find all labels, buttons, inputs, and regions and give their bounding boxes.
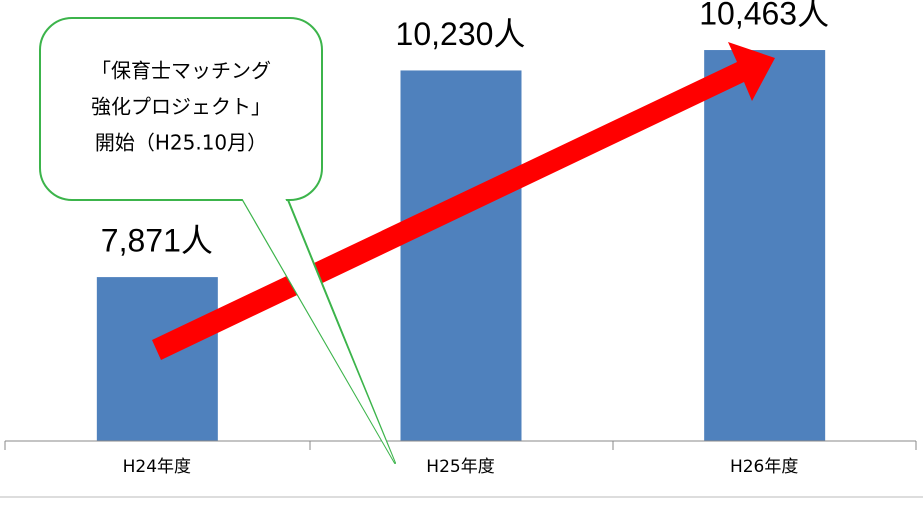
value-label: 7,871人	[101, 223, 213, 259]
annotation-line: 強化プロジェクト」	[91, 95, 271, 119]
value-label: 10,230人	[396, 16, 526, 52]
x-tick-label: H25年度	[426, 457, 494, 477]
callout: 「保育士マッチング 強化プロジェクト」 開始（H25.10月）	[39, 17, 396, 464]
x-axis-ticks	[4, 441, 917, 450]
bar	[96, 277, 218, 441]
value-label: 10,463人	[699, 0, 829, 31]
bar	[704, 50, 826, 441]
bars: H24年度 7,871人 H25年度 10,230人 H26年度 10,463人	[96, 0, 829, 477]
annotation-line: 「保育士マッチング	[91, 59, 271, 83]
x-tick-label: H26年度	[730, 457, 798, 477]
x-tick-label: H24年度	[123, 457, 191, 477]
annotation-line: 開始（H25.10月）	[95, 131, 267, 155]
bar	[400, 70, 522, 442]
